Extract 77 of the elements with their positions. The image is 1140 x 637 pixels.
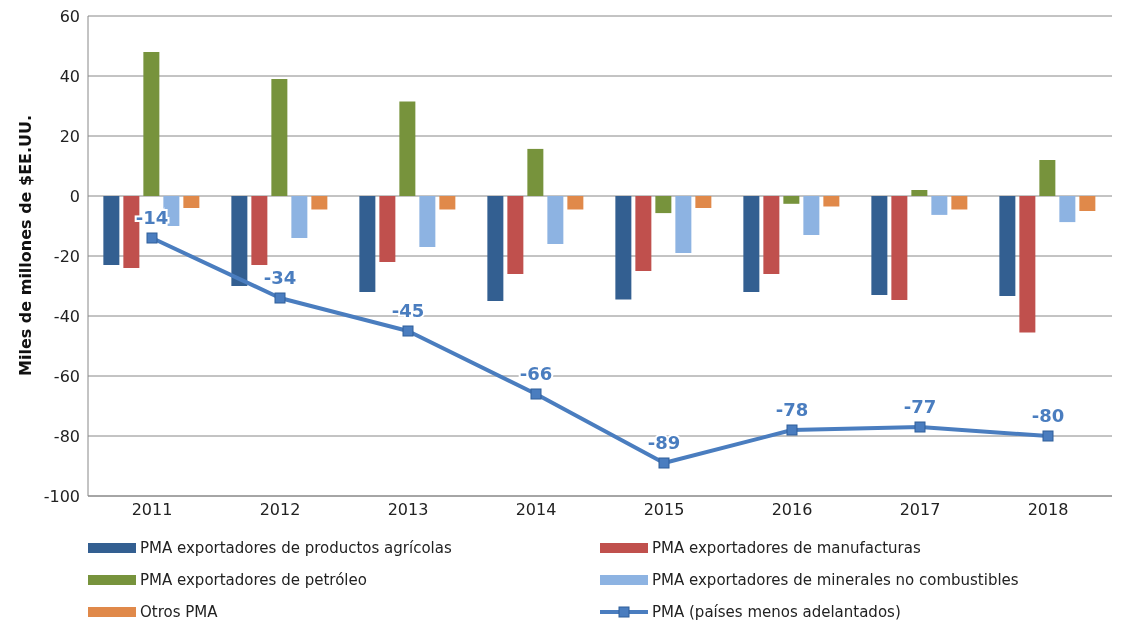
point [530,388,542,400]
bar [891,196,908,301]
bar [487,196,504,301]
point [914,421,926,433]
legend-label: PMA exportadores de minerales no combustibles [652,571,1019,589]
bar [1059,196,1076,223]
bar [183,196,200,208]
point [1042,430,1054,442]
bar [419,196,436,247]
legend-label: PMA exportadores de manufacturas [652,539,921,557]
legend-label: PMA exportadores de petróleo [140,571,367,589]
point [658,457,670,469]
y-tick-label: -40 [53,306,80,326]
y-tick-label: 20 [59,126,80,146]
bar [103,196,120,265]
data-label: -45 [391,300,425,321]
data-label: -89 [647,432,681,453]
data-label: -77 [903,396,937,417]
bar [1019,196,1036,333]
bar [547,196,564,244]
data-label: -80 [1031,405,1065,426]
legend-label: Otros PMA [140,603,218,621]
point [146,232,158,244]
bar [743,196,760,292]
point [786,424,798,436]
bar [379,196,396,262]
x-tick-label: 2012 [259,500,301,520]
bar [143,52,160,196]
bar [1039,160,1056,196]
point [274,292,286,304]
bar [635,196,652,271]
bar [291,196,308,238]
data-label: -34 [263,267,297,288]
bar [567,196,584,210]
bar [527,148,544,196]
x-tick-label: 2017 [899,500,941,520]
y-tick-label: 60 [59,6,80,26]
bar [823,196,840,207]
legend-label: PMA exportadores de productos agrícolas [140,539,452,557]
bar [251,196,268,265]
y-tick-label: -100 [43,486,80,506]
bar [695,196,712,208]
bar [615,196,632,300]
bar [271,79,288,196]
bar [399,101,416,196]
legend-label: PMA (países menos adelantados) [652,603,901,621]
bar [231,196,248,286]
x-tick-label: 2013 [387,500,429,520]
bar [783,196,800,204]
y-tick-label: -80 [53,426,80,446]
bar [655,196,672,214]
data-label: -78 [775,399,809,420]
y-tick-label: -60 [53,366,80,386]
bar [871,196,888,295]
bar [911,190,928,196]
bar [999,196,1016,296]
bar [763,196,780,274]
x-tick-label: 2015 [643,500,685,520]
y-axis-title: Miles de millones de $EE.UU. [15,114,35,376]
y-tick-label: -20 [53,246,80,266]
x-tick-label: 2014 [515,500,557,520]
bar [951,196,968,210]
bar [439,196,456,210]
x-tick-label: 2016 [771,500,813,520]
x-tick-label: 2018 [1027,500,1069,520]
bar [1079,196,1096,211]
bar [311,196,328,210]
data-label: -66 [519,363,553,384]
bar [507,196,524,274]
point [402,325,414,337]
x-tick-label: 2011 [131,500,173,520]
y-tick-label: 0 [69,186,80,206]
bar [931,196,948,215]
bar [803,196,820,235]
bar [675,196,692,253]
y-tick-label: 40 [59,66,80,86]
bar [359,196,376,292]
